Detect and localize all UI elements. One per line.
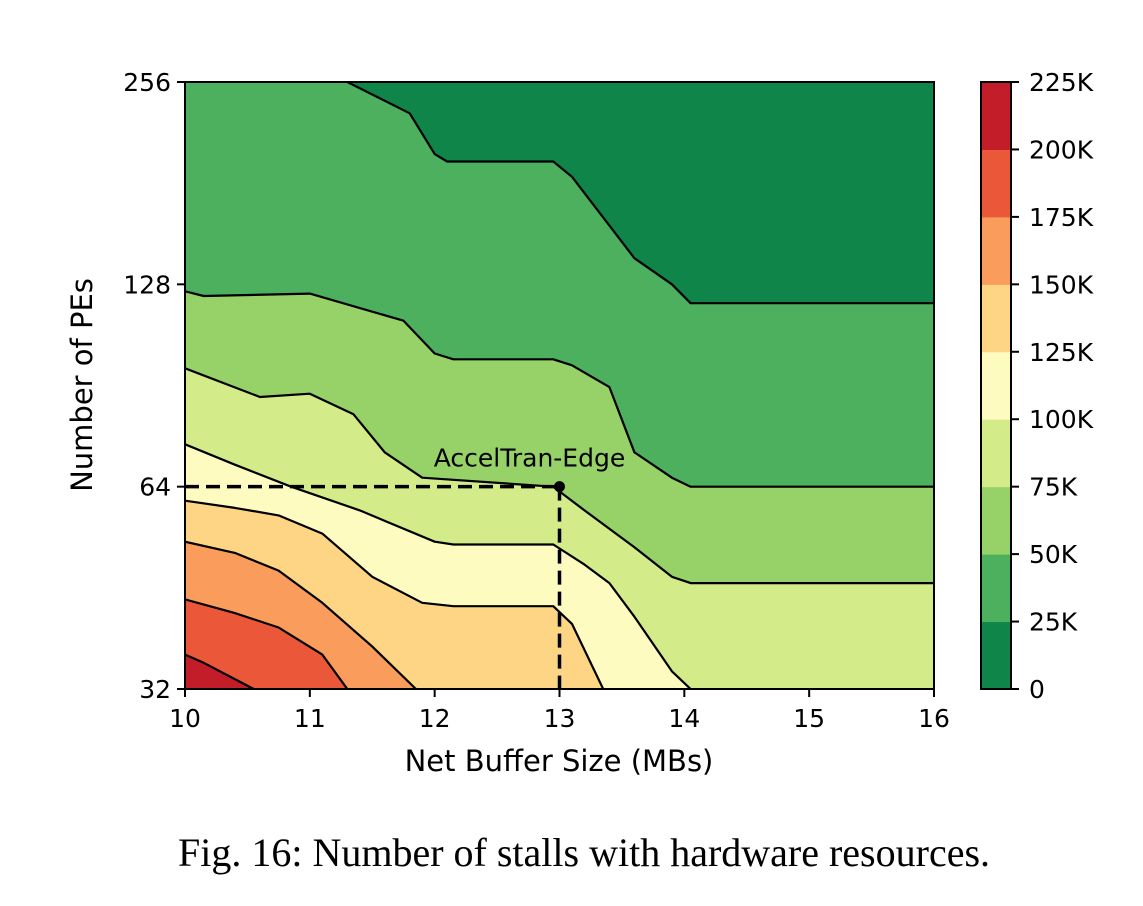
colorbar-segment	[981, 621, 1011, 690]
colorbar-tick-label: 75K	[1029, 473, 1078, 502]
contour-line	[185, 290, 934, 488]
x-tick-label: 10	[169, 704, 201, 733]
colorbar-tick-label: 50K	[1029, 540, 1078, 569]
contour-line	[185, 598, 349, 689]
colorbar-segment	[981, 82, 1011, 150]
contour-line	[185, 367, 934, 585]
colorbar-tick-label: 175K	[1029, 203, 1094, 232]
colorbar-tick-label: 100K	[1029, 405, 1094, 434]
colorbar-segment	[981, 486, 1011, 555]
colorbar-tick-label: 125K	[1029, 338, 1094, 367]
figure-caption: Fig. 16: Number of stalls with hardware …	[178, 830, 990, 875]
x-tick-label: 15	[793, 704, 825, 733]
y-tick-label: 64	[139, 473, 171, 502]
y-tick-label: 32	[139, 675, 171, 704]
colorbar-tick-label: 25K	[1029, 608, 1078, 637]
reference-point	[554, 481, 565, 493]
x-tick-label: 13	[544, 704, 576, 733]
x-tick-label: 12	[419, 704, 451, 733]
colorbar-segment	[981, 554, 1011, 623]
reference-marker: AccelTran-Edge	[185, 444, 625, 689]
contour-line	[185, 653, 255, 689]
contour-line	[346, 82, 934, 305]
colorbar-tick-label: 225K	[1029, 68, 1094, 97]
y-tick-label: 256	[123, 68, 171, 97]
colorbar-segment	[981, 149, 1011, 218]
reference-label: AccelTran-Edge	[434, 444, 625, 473]
colorbar-tick-label: 200K	[1029, 135, 1094, 164]
x-axis-title: Net Buffer Size (MBs)	[405, 744, 714, 778]
y-axis-title: Number of PEs	[65, 278, 99, 492]
contour-lines	[185, 82, 934, 689]
contour-bands	[185, 82, 934, 689]
x-tick-label: 11	[294, 704, 326, 733]
x-tick-label: 14	[668, 704, 700, 733]
colorbar: 0 25K 50K 75K 100K 125K 150K 175K 200K 225K	[980, 68, 1094, 704]
colorbar-tick-label: 150K	[1029, 270, 1094, 299]
colorbar-segment	[981, 284, 1011, 353]
x-tick-label: 16	[918, 704, 950, 733]
colorbar-segment	[981, 216, 1011, 285]
contour-line	[185, 499, 605, 689]
contour-line	[185, 540, 417, 689]
y-axis-ticks: 32 64 128 256	[123, 68, 185, 704]
x-axis-ticks: 10 11 12 13 14 15 16	[169, 689, 950, 733]
y-tick-label: 128	[123, 270, 171, 299]
colorbar-tick-label: 0	[1029, 675, 1045, 704]
contour-band	[347, 82, 934, 304]
colorbar-segment	[981, 419, 1011, 488]
colorbar-segment	[981, 351, 1011, 420]
contour-line	[185, 443, 692, 689]
colorbar-frame	[980, 81, 1012, 690]
